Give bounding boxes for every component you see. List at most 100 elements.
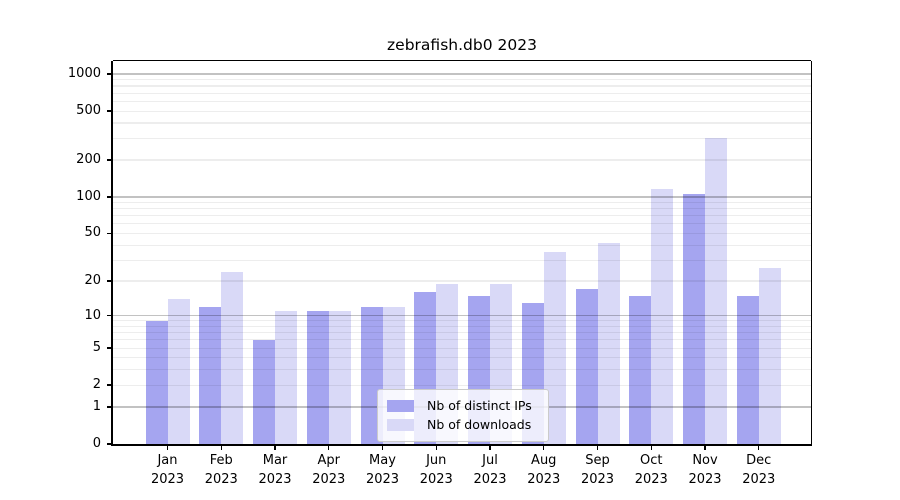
x-tick-year: 2023 (258, 471, 292, 487)
x-tick-year: 2023 (419, 471, 453, 487)
major-gridline-10 (113, 314, 811, 317)
y-tick-1000 (107, 73, 111, 75)
axis-spine-left (111, 61, 113, 446)
minor-gridline-2 (113, 384, 811, 386)
axis-spine-right (811, 61, 813, 444)
x-tick-label-jul: Jul 2023 (458, 452, 522, 489)
legend-label: Nb of distinct IPs (427, 398, 532, 413)
y-tick-label-0: 0 (92, 436, 101, 451)
x-tick-month: Aug (531, 453, 557, 468)
minor-gridline-900 (113, 79, 811, 81)
minor-gridline-90 (113, 201, 811, 203)
x-tick-label-aug: Aug 2023 (512, 452, 576, 489)
x-tick-mar (274, 446, 276, 450)
minor-gridline-800 (113, 85, 811, 87)
minor-gridline-80 (113, 208, 811, 210)
x-tick-jul (489, 446, 491, 450)
bar-downloads-nov (705, 138, 727, 444)
x-tick-year: 2023 (527, 471, 561, 487)
bar-distinct-ips-mar (253, 339, 275, 444)
minor-gridline-40 (113, 244, 811, 246)
x-tick-month: Nov (692, 453, 718, 468)
minor-gridline-7 (113, 332, 811, 334)
legend-label: Nb of downloads (427, 417, 532, 432)
bar-downloads-dec (758, 267, 781, 444)
x-tick-may (381, 446, 384, 450)
y-tick-10 (107, 314, 111, 317)
x-tick-label-apr: Apr 2023 (297, 452, 361, 489)
x-tick-year: 2023 (473, 471, 507, 487)
y-tick-label-100: 100 (76, 188, 101, 204)
y-tick-label-500: 500 (76, 103, 101, 119)
minor-gridline-50 (113, 232, 811, 234)
minor-gridline-700 (113, 92, 811, 94)
legend-swatch-downloads-icon (387, 418, 414, 431)
minor-gridline-60 (113, 223, 811, 225)
minor-gridline-6 (113, 339, 811, 341)
x-tick-month: Jun (426, 453, 447, 468)
minor-gridline-500 (113, 110, 811, 112)
x-tick-aug (543, 446, 545, 450)
x-tick-jan (166, 446, 169, 450)
y-tick-5 (107, 347, 111, 349)
x-tick-feb (220, 446, 222, 450)
bar-downloads-sep (597, 242, 620, 444)
y-tick-200 (107, 159, 111, 161)
x-tick-label-jun: Jun 2023 (404, 452, 468, 489)
x-tick-month: Oct (640, 453, 663, 468)
x-tick-jun (435, 446, 437, 450)
y-tick-0 (107, 443, 111, 445)
minor-gridline-30 (113, 259, 811, 261)
major-gridline-100 (113, 196, 811, 198)
x-tick-label-feb: Feb 2023 (189, 452, 253, 489)
minor-gridline-200 (113, 159, 811, 161)
x-tick-year: 2023 (204, 471, 238, 487)
ticks-layer: 0 1 2 5 10 20 50 100 200 500 1000 Jan 2023 Feb 2023 Mar… (68, 61, 811, 486)
y-tick-label-1: 1 (92, 398, 101, 414)
minor-gridline-600 (113, 100, 811, 102)
y-tick-20 (107, 280, 111, 282)
x-tick-year: 2023 (365, 471, 400, 487)
bar-downloads-apr (328, 310, 351, 444)
x-tick-sep (596, 446, 599, 450)
legend-item: Nb of downloads (387, 416, 539, 433)
y-tick-label-20: 20 (84, 272, 101, 288)
bar-distinct-ips-apr (306, 310, 329, 444)
x-tick-label-mar: Mar 2023 (243, 452, 307, 489)
x-tick-apr (328, 446, 330, 450)
x-tick-month: May (369, 453, 396, 468)
chart-title: zebrafish.db0 2023 (387, 36, 537, 54)
x-tick-month: Apr (317, 453, 341, 468)
x-tick-month: Sep (585, 453, 610, 468)
x-tick-year: 2023 (580, 471, 615, 487)
x-tick-year: 2023 (688, 471, 722, 487)
y-tick-label-2: 2 (92, 377, 101, 393)
minor-gridline-20 (113, 280, 811, 282)
x-tick-label-oct: Oct 2023 (619, 452, 683, 489)
bar-downloads-jan (167, 298, 190, 444)
x-tick-oct (650, 446, 652, 450)
plot-area: 0 1 2 5 10 20 50 100 200 500 1000 Jan 2023 Feb 2023 Mar… (68, 60, 813, 487)
y-tick-label-1000: 1000 (67, 66, 101, 82)
x-tick-label-nov: Nov 2023 (673, 452, 737, 489)
minor-gridline-5 (113, 347, 811, 349)
x-tick-label-jan: Jan 2023 (136, 452, 200, 489)
x-tick-month: Feb (209, 453, 233, 468)
x-tick-label-may: May 2023 (351, 452, 415, 489)
x-tick-dec (758, 446, 760, 450)
bar-distinct-ips-nov (683, 194, 705, 444)
x-tick-year: 2023 (634, 471, 668, 487)
grid-layer (113, 61, 811, 444)
minor-gridline-70 (113, 215, 811, 217)
bar-distinct-ips-jan (145, 320, 168, 444)
bar-downloads-mar (275, 310, 297, 444)
minor-gridline-3 (113, 369, 811, 371)
y-tick-2 (107, 384, 111, 386)
y-tick-label-50: 50 (84, 225, 101, 241)
minor-gridline-9 (113, 320, 811, 322)
minor-gridline-400 (113, 122, 811, 124)
x-tick-month: Jan (157, 453, 178, 468)
minor-gridline-300 (113, 137, 811, 139)
minor-gridline-4 (113, 357, 811, 359)
